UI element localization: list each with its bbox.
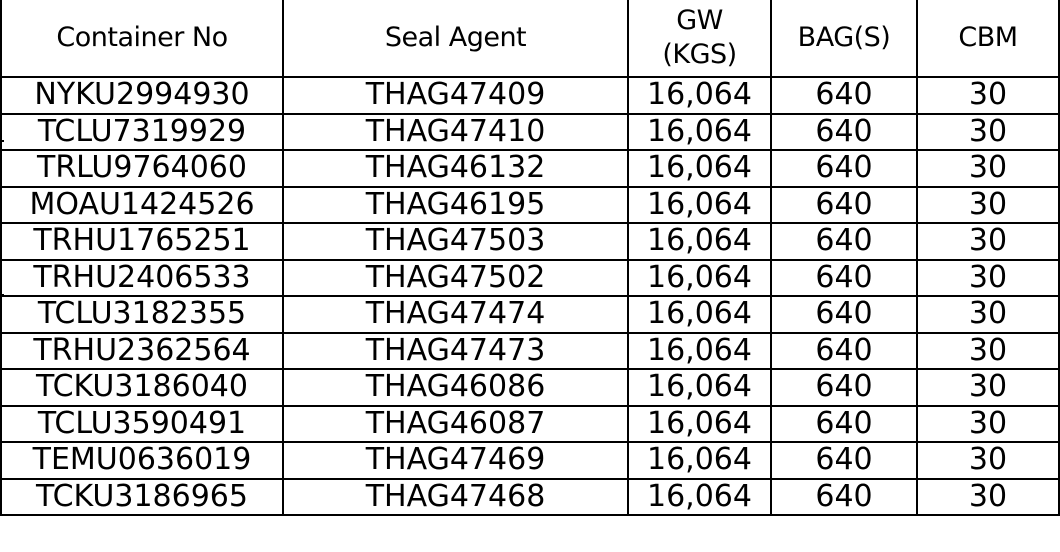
gw-cell: 16,064	[627, 295, 772, 334]
table-header: Container No Seal Agent GW (KGS) BAG(S) …	[0, 0, 1060, 78]
gw-cell: 16,064	[627, 368, 772, 407]
bags-cell: 640	[770, 185, 918, 224]
gw-cell: 16,064	[627, 331, 772, 370]
table-row: TCKU3186965 THAG47468 16,064 640 30	[0, 477, 1060, 516]
gw-cell: 16,064	[627, 258, 772, 297]
cbm-cell: 30	[916, 185, 1060, 224]
gw-cell: 16,064	[627, 149, 772, 188]
header-cbm: CBM	[916, 0, 1060, 78]
bags-cell: 640	[770, 222, 918, 261]
table-row: TRHU2362564 THAG47473 16,064 640 30	[0, 331, 1060, 370]
header-row: Container No Seal Agent GW (KGS) BAG(S) …	[0, 0, 1060, 78]
cbm-cell: 30	[916, 441, 1060, 480]
header-gw-line2: (KGS)	[662, 39, 737, 70]
cbm-cell: 30	[916, 295, 1060, 334]
bags-cell: 640	[770, 149, 918, 188]
cbm-cell: 30	[916, 258, 1060, 297]
seal-agent-cell: THAG47409	[282, 76, 629, 115]
seal-agent-cell: THAG47473	[282, 331, 629, 370]
seal-agent-cell: THAG47502	[282, 258, 629, 297]
bags-cell: 640	[770, 331, 918, 370]
container-no-cell: TCKU3186040	[0, 368, 284, 407]
bags-cell: 640	[770, 295, 918, 334]
bags-cell: 640	[770, 368, 918, 407]
container-no-cell: NYKU2994930	[0, 76, 284, 115]
seal-agent-cell: THAG46086	[282, 368, 629, 407]
header-seal-agent: Seal Agent	[282, 0, 629, 78]
container-no-cell: TCKU3186965	[0, 477, 284, 516]
container-no-cell: TRHU1765251	[0, 222, 284, 261]
header-container-no: Container No	[0, 0, 284, 78]
seal-agent-cell: THAG46132	[282, 149, 629, 188]
seal-agent-cell: THAG47503	[282, 222, 629, 261]
bags-cell: 640	[770, 441, 918, 480]
table-row: TRHU1765251 THAG47503 16,064 640 30	[0, 222, 1060, 261]
cbm-cell: 30	[916, 112, 1060, 151]
left-edge-mark	[0, 294, 4, 296]
table-row: TCLU3182355 THAG47474 16,064 640 30	[0, 295, 1060, 334]
cbm-cell: 30	[916, 76, 1060, 115]
table-row: TCKU3186040 THAG46086 16,064 640 30	[0, 368, 1060, 407]
seal-agent-cell: THAG46195	[282, 185, 629, 224]
table-row: MOAU1424526 THAG46195 16,064 640 30	[0, 185, 1060, 224]
table-row: TEMU0636019 THAG47469 16,064 640 30	[0, 441, 1060, 480]
cbm-cell: 30	[916, 368, 1060, 407]
container-no-cell: TCLU7319929	[0, 112, 284, 151]
container-no-cell: TRHU2406533	[0, 258, 284, 297]
cbm-cell: 30	[916, 149, 1060, 188]
seal-agent-cell: THAG47474	[282, 295, 629, 334]
left-edge-mark	[0, 140, 4, 142]
seal-agent-cell: THAG47410	[282, 112, 629, 151]
table-row: NYKU2994930 THAG47409 16,064 640 30	[0, 76, 1060, 115]
bags-cell: 640	[770, 477, 918, 516]
gw-cell: 16,064	[627, 185, 772, 224]
container-no-cell: TRLU9764060	[0, 149, 284, 188]
table-row: TRHU2406533 THAG47502 16,064 640 30	[0, 258, 1060, 297]
container-no-cell: TCLU3182355	[0, 295, 284, 334]
gw-cell: 16,064	[627, 404, 772, 443]
cbm-cell: 30	[916, 477, 1060, 516]
bags-cell: 640	[770, 258, 918, 297]
table-row: TCLU7319929 THAG47410 16,064 640 30	[0, 112, 1060, 151]
table-row: TCLU3590491 THAG46087 16,064 640 30	[0, 404, 1060, 443]
bags-cell: 640	[770, 112, 918, 151]
gw-cell: 16,064	[627, 76, 772, 115]
gw-cell: 16,064	[627, 477, 772, 516]
container-table: Container No Seal Agent GW (KGS) BAG(S) …	[0, 0, 1060, 516]
bags-cell: 640	[770, 76, 918, 115]
header-gw-line1: GW	[676, 5, 723, 36]
seal-agent-cell: THAG47469	[282, 441, 629, 480]
cbm-cell: 30	[916, 331, 1060, 370]
bags-cell: 640	[770, 404, 918, 443]
header-bags: BAG(S)	[770, 0, 918, 78]
cbm-cell: 30	[916, 222, 1060, 261]
seal-agent-cell: THAG46087	[282, 404, 629, 443]
header-gw-kgs: GW (KGS)	[627, 0, 772, 78]
container-no-cell: TEMU0636019	[0, 441, 284, 480]
container-no-cell: MOAU1424526	[0, 185, 284, 224]
seal-agent-cell: THAG47468	[282, 477, 629, 516]
gw-cell: 16,064	[627, 441, 772, 480]
table-row: TRLU9764060 THAG46132 16,064 640 30	[0, 149, 1060, 188]
table-body: NYKU2994930 THAG47409 16,064 640 30 TCLU73199…	[0, 76, 1060, 516]
container-no-cell: TRHU2362564	[0, 331, 284, 370]
container-no-cell: TCLU3590491	[0, 404, 284, 443]
cbm-cell: 30	[916, 404, 1060, 443]
gw-cell: 16,064	[627, 112, 772, 151]
gw-cell: 16,064	[627, 222, 772, 261]
